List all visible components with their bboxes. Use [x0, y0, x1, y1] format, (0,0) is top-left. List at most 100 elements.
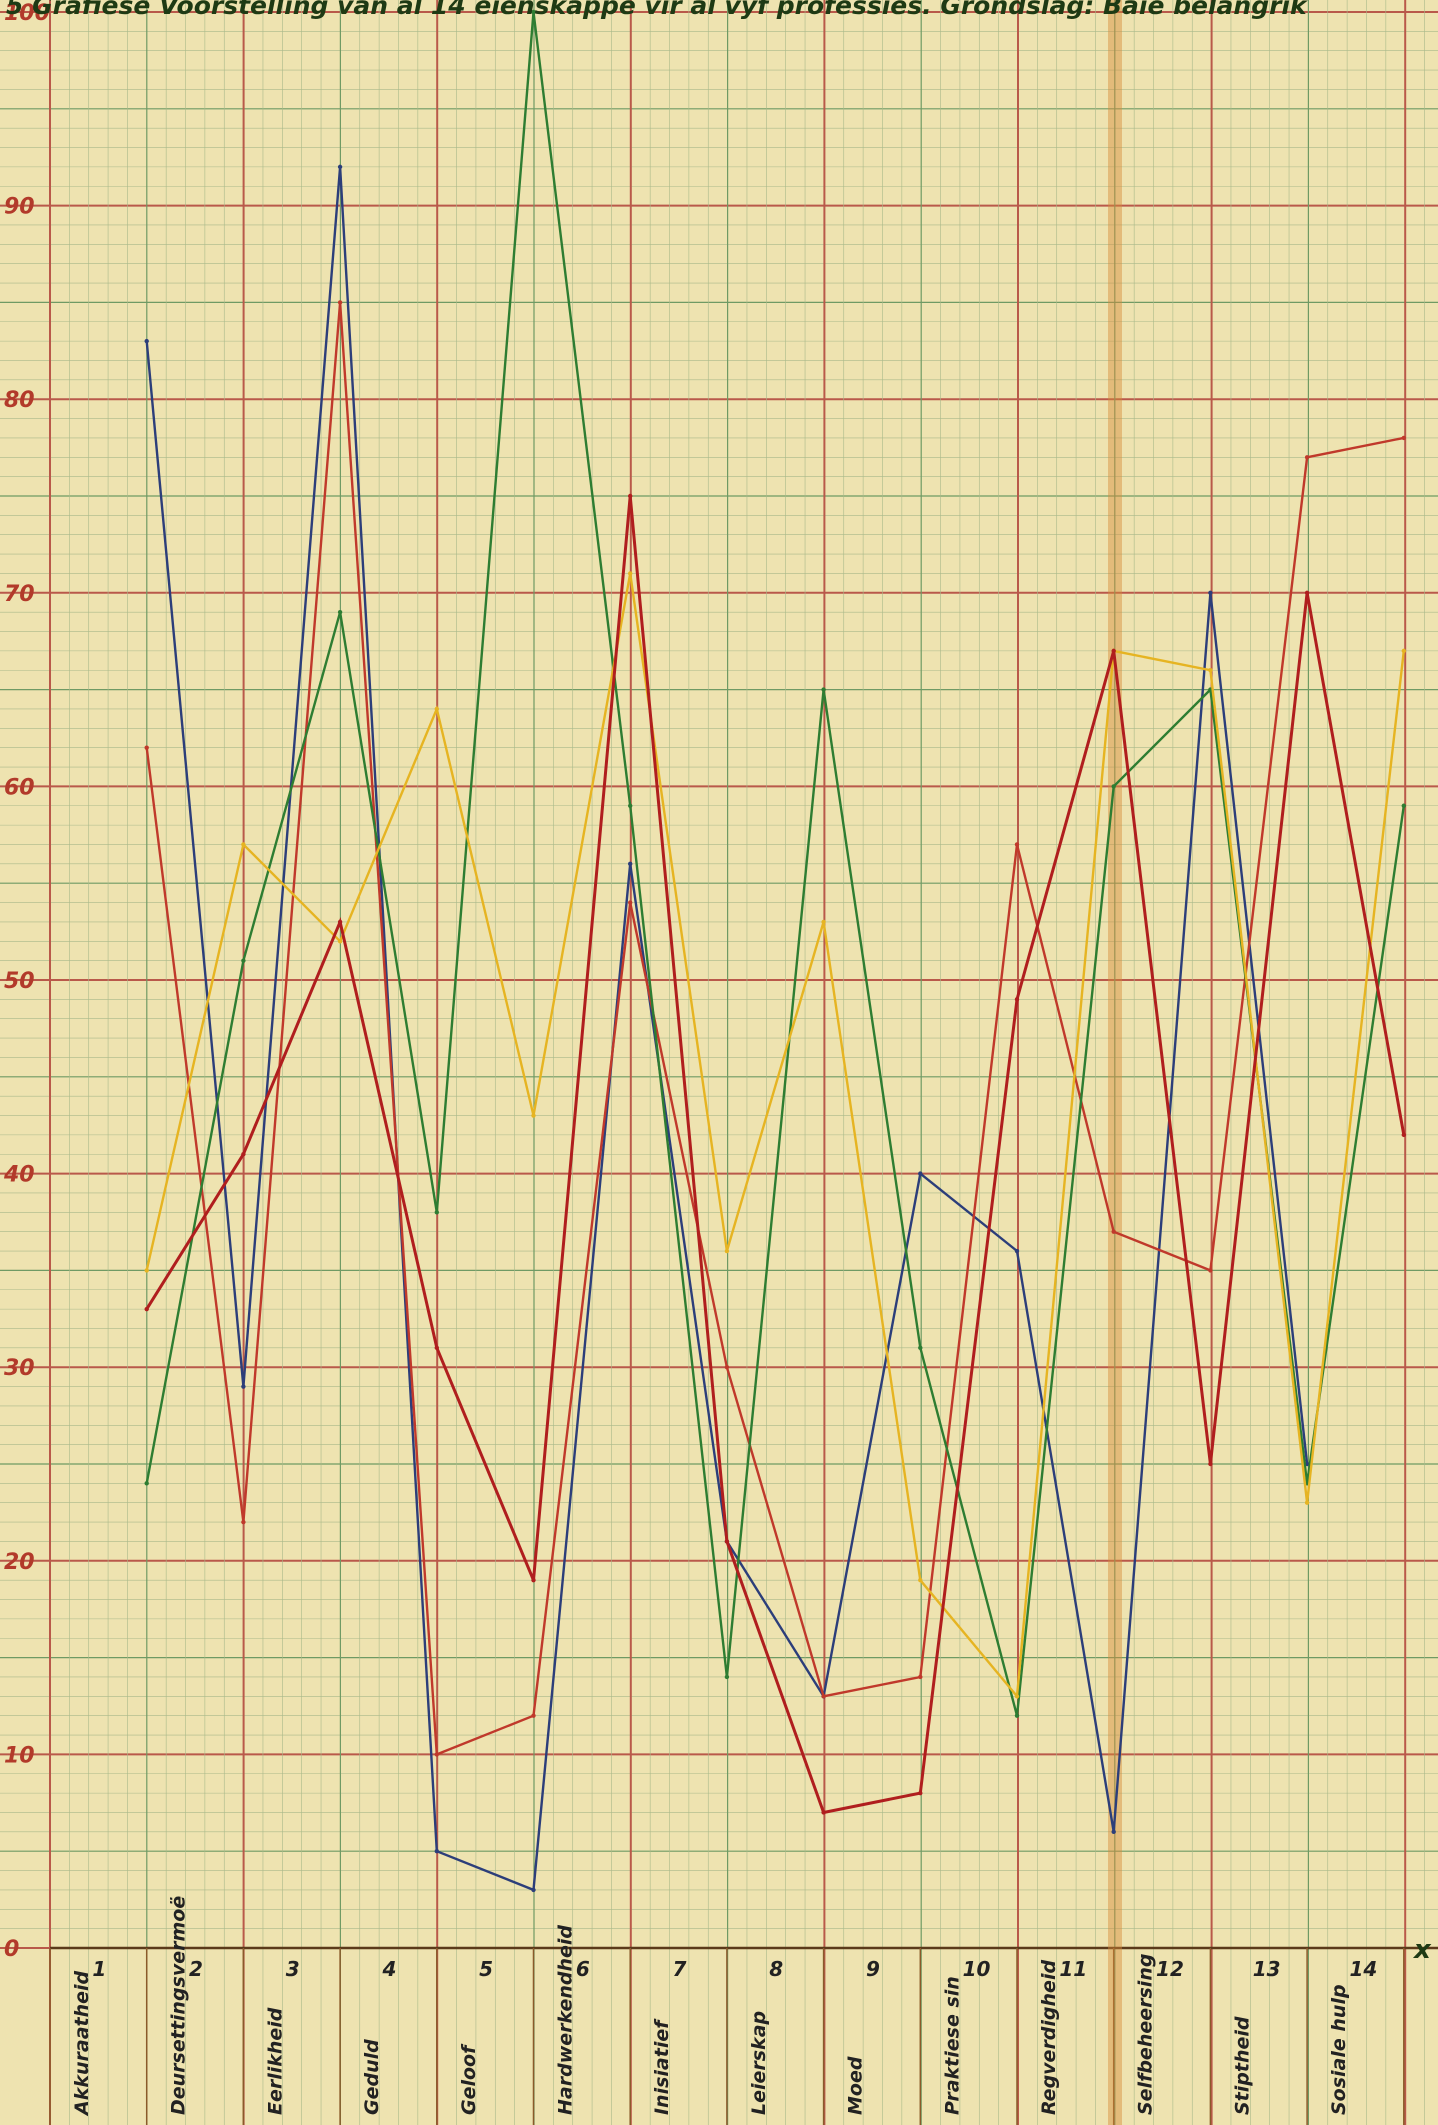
x-category-labels: Akkuraatheid Deursettingsvermoë Eerlikheid…	[71, 1896, 1350, 2117]
data-point	[144, 1306, 149, 1312]
chart-title: 5 Grafiese Voorstelling van al 14 eiensk…	[6, 0, 1308, 20]
x-category-label: Regverdigheid	[1038, 1960, 1060, 2115]
data-point	[1014, 1694, 1020, 1699]
y-tick-label: 40	[3, 1163, 35, 1188]
y-tick-label: 20	[4, 1550, 35, 1575]
x-category-number: 1	[92, 1957, 106, 1981]
x-category-label: Hardwerkendheid	[555, 1925, 577, 2115]
x-category-number: 13	[1253, 1957, 1281, 1981]
data-point	[628, 571, 633, 576]
data-point	[1014, 842, 1020, 847]
data-point	[1111, 1229, 1116, 1234]
data-point	[821, 1694, 826, 1699]
data-point	[628, 900, 633, 905]
x-category-number: 3	[286, 1957, 300, 1981]
data-point	[434, 706, 439, 712]
x-category-label: Moed	[845, 2056, 867, 2115]
series-layer	[144, 9, 1407, 1893]
y-tick-label: 0	[4, 1937, 19, 1962]
data-point	[434, 1345, 439, 1351]
x-category-number: 5	[479, 1957, 493, 1981]
data-point	[337, 300, 343, 305]
data-point	[144, 1268, 149, 1273]
data-point	[918, 1674, 923, 1680]
data-point	[1304, 455, 1310, 460]
data-point	[241, 842, 246, 847]
y-tick-label: 70	[4, 582, 35, 607]
data-point	[918, 1577, 923, 1583]
data-point	[241, 1519, 246, 1525]
data-point	[1014, 1713, 1020, 1718]
data-point	[724, 1248, 730, 1254]
y-tick-labels: 0 10 20 30 40 50 60 70 80 90 100	[3, 1, 50, 1962]
data-point	[241, 958, 246, 963]
x-category-label: Selfbeheersing	[1135, 1954, 1157, 2115]
paper-stain	[1108, 0, 1122, 2125]
data-point	[144, 338, 149, 344]
y-tick-label: 10	[4, 1743, 35, 1768]
series-3	[144, 9, 1407, 1718]
data-point	[1014, 997, 1020, 1002]
data-point	[434, 1210, 439, 1215]
data-point	[531, 1113, 536, 1118]
x-category-number: 6	[576, 1957, 590, 1981]
series-2	[144, 300, 1407, 1757]
data-point	[1208, 1461, 1213, 1467]
data-point	[1208, 1268, 1213, 1273]
data-point	[241, 1152, 246, 1157]
data-point	[821, 687, 826, 692]
data-point	[628, 861, 633, 867]
data-point	[724, 1365, 730, 1370]
data-point	[1304, 590, 1310, 595]
data-point	[1401, 648, 1407, 654]
y-tick-label: 30	[4, 1356, 35, 1381]
x-category-label: Geloof	[458, 2043, 480, 2115]
data-point	[337, 919, 343, 925]
x-category-number: 9	[866, 1957, 880, 1981]
series-line	[145, 302, 1405, 1757]
data-point	[531, 1577, 536, 1583]
data-point	[144, 745, 149, 750]
x-category-label: Akkuraatheid	[71, 1970, 93, 2117]
data-point	[434, 1752, 439, 1757]
x-axis-marker: x	[1412, 1935, 1432, 1965]
y-tick-label: 60	[4, 775, 35, 800]
data-point	[724, 1539, 730, 1544]
x-category-number: 2	[189, 1957, 203, 1981]
data-point	[1111, 648, 1116, 654]
x-category-label: Praktiese sin	[941, 1976, 963, 2115]
data-point	[531, 1887, 536, 1893]
x-category-label: Deursettingsvermoë	[168, 1896, 190, 2115]
data-point	[1014, 1248, 1020, 1254]
data-point	[241, 1384, 246, 1389]
data-point	[724, 1674, 730, 1680]
data-point	[531, 9, 536, 15]
x-category-label: Geduld	[361, 2039, 383, 2115]
x-category-numbers: 1 2 3 4 5 6 7 8 9 10 11 12 13 14	[92, 1957, 1377, 1981]
data-point	[337, 164, 343, 170]
data-point	[918, 1790, 923, 1796]
data-point	[144, 1481, 149, 1486]
series-line	[145, 495, 1406, 1815]
data-point	[434, 1849, 439, 1854]
x-category-label: Eerlikheid	[264, 2007, 286, 2115]
data-point	[1401, 435, 1407, 441]
x-category-label: Inisiatief	[651, 2018, 673, 2115]
data-point	[918, 1171, 923, 1176]
data-point	[918, 1345, 923, 1351]
data-point	[1111, 784, 1116, 789]
data-point	[821, 919, 826, 925]
x-category-number: 11	[1059, 1957, 1087, 1981]
x-category-number: 7	[673, 1957, 687, 1981]
y-tick-label: 90	[4, 195, 35, 220]
data-point	[1208, 590, 1213, 595]
x-category-number: 8	[769, 1957, 783, 1981]
series-5	[144, 493, 1407, 1815]
y-tick-label: 100	[4, 1, 50, 26]
data-point	[1111, 1829, 1116, 1835]
y-tick-label: 80	[4, 388, 35, 413]
data-point	[531, 1713, 536, 1718]
series-line	[145, 11, 1405, 1717]
